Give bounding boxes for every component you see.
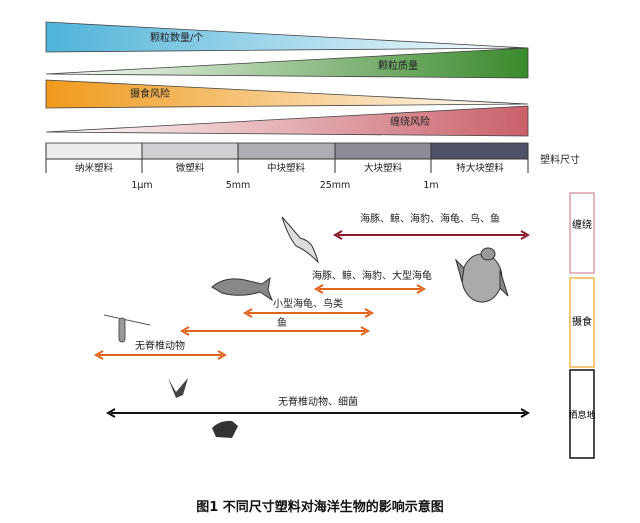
gradient-particle-mass [45, 47, 529, 79]
range-arrow [313, 284, 427, 294]
arrow-label: 无脊椎动物 [135, 339, 185, 352]
bird-icon [281, 216, 319, 264]
arrow-label: 海豚、鲸、海豹、海龟、鸟、鱼 [360, 212, 500, 225]
gradient-label: 颗粒质量 [378, 59, 418, 72]
category-ingestion: 摄食 [569, 277, 595, 368]
size-category: 中块塑料 [267, 162, 306, 174]
figure-caption: 图1 不同尺寸塑料对海洋生物的影响示意图 [196, 499, 444, 515]
turtle-icon [455, 247, 509, 303]
size-threshold: 25mm [320, 180, 351, 191]
gradient-ingestion-risk [45, 79, 529, 109]
size-category: 微塑料 [176, 162, 205, 174]
gradient-label: 摄食风险 [130, 87, 170, 100]
gradient-label: 颗粒数量/个 [150, 31, 203, 44]
size-category: 大块塑料 [364, 162, 403, 174]
category-label: 缠绕 [572, 218, 592, 231]
range-arrow [105, 408, 531, 418]
arrow-label: 无脊椎动物、细菌 [278, 395, 358, 408]
range-arrow [93, 350, 228, 360]
category-entanglement: 缠绕 [569, 192, 595, 274]
category-habitat: 栖息地 [568, 369, 596, 459]
category-label: 栖息地 [568, 409, 595, 421]
range-arrow [332, 230, 531, 240]
sponge-icon [212, 420, 238, 438]
size-category: 特大块塑料 [456, 162, 504, 174]
arrow-label: 小型海龟、鸟类 [273, 297, 343, 310]
arrow-label: 海豚、鲸、海豹、大型海龟 [312, 269, 432, 282]
size-bar-title: 塑料尺寸 [540, 153, 580, 166]
range-arrow [179, 326, 371, 336]
range-arrow [242, 308, 375, 318]
size-bar: 纳米塑料 微塑料 中块塑料 大块塑料 特大块塑料 1μm 5mm 25mm 1m… [45, 142, 580, 191]
fish-icon [211, 276, 274, 302]
gradient-particle-count [45, 21, 529, 53]
size-threshold: 1μm [131, 180, 152, 191]
size-category: 纳米塑料 [75, 162, 114, 174]
arrow-label: 鱼 [277, 316, 287, 329]
shrimp-icon [103, 314, 151, 343]
gradient-label: 缠绕风险 [390, 115, 430, 128]
size-threshold: 1m [423, 180, 438, 191]
size-threshold: 5mm [226, 180, 251, 191]
gradient-entanglement-risk [45, 105, 529, 137]
category-label: 摄食 [572, 315, 592, 328]
coral-icon [168, 378, 188, 398]
